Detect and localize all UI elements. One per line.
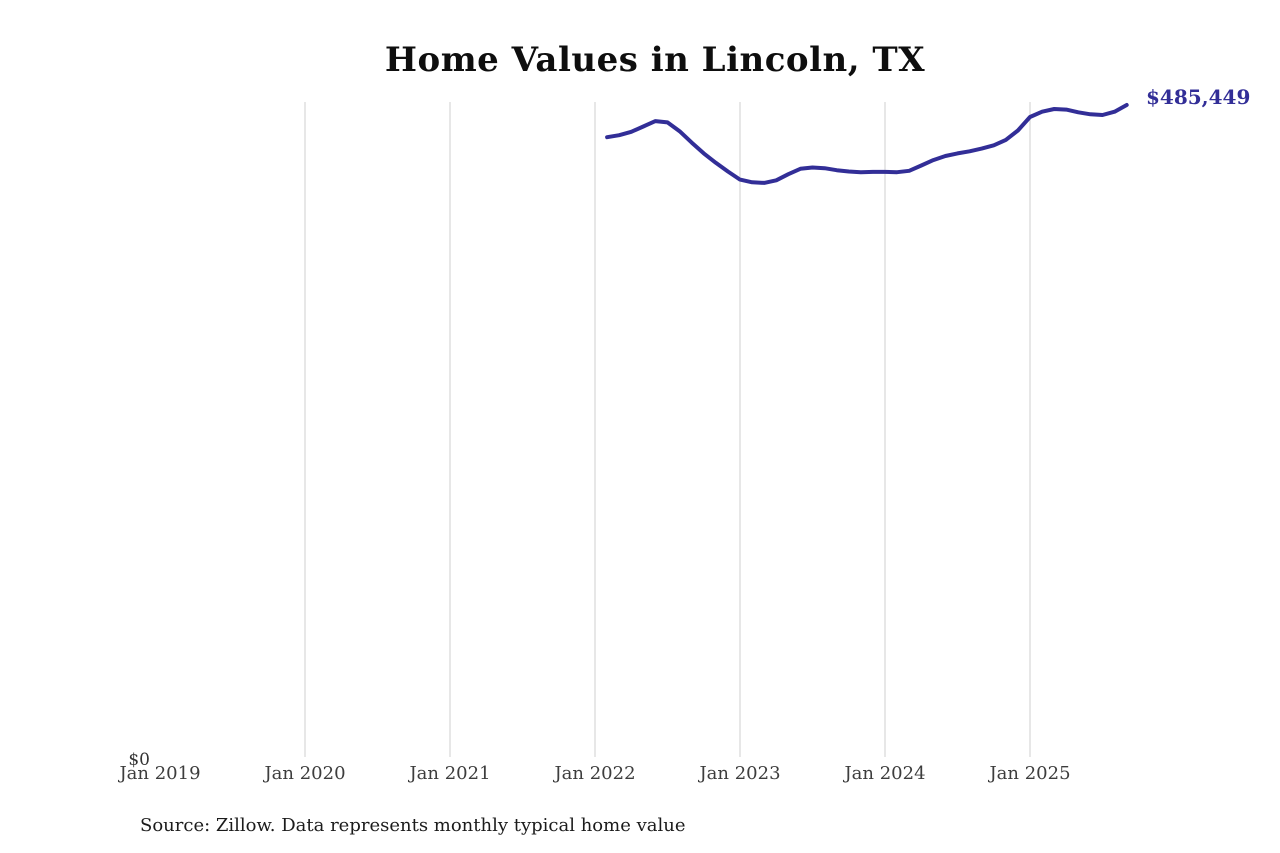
gridlines-group xyxy=(304,102,1031,757)
latest-value-label: $485,449 xyxy=(1146,85,1251,109)
x-axis-label-jan-2021: Jan 2021 xyxy=(409,763,491,784)
x-axis-label-jan-2020: Jan 2020 xyxy=(264,763,346,784)
home-value-line-group xyxy=(605,103,1129,185)
x-axis-label-jan-2023: Jan 2023 xyxy=(699,763,781,784)
x-axis-label-jan-2019: Jan 2019 xyxy=(119,763,201,784)
x-axis-label-jan-2022: Jan 2022 xyxy=(554,763,636,784)
x-axis-label-jan-2025: Jan 2025 xyxy=(989,763,1071,784)
x-axis-label-jan-2024: Jan 2024 xyxy=(844,763,926,784)
y-axis-zero-label: $0 xyxy=(128,750,150,770)
chart-title: Home Values in Lincoln, TX xyxy=(384,40,926,80)
home-value-line xyxy=(605,103,1129,185)
source-note: Source: Zillow. Data represents monthly … xyxy=(140,815,686,836)
